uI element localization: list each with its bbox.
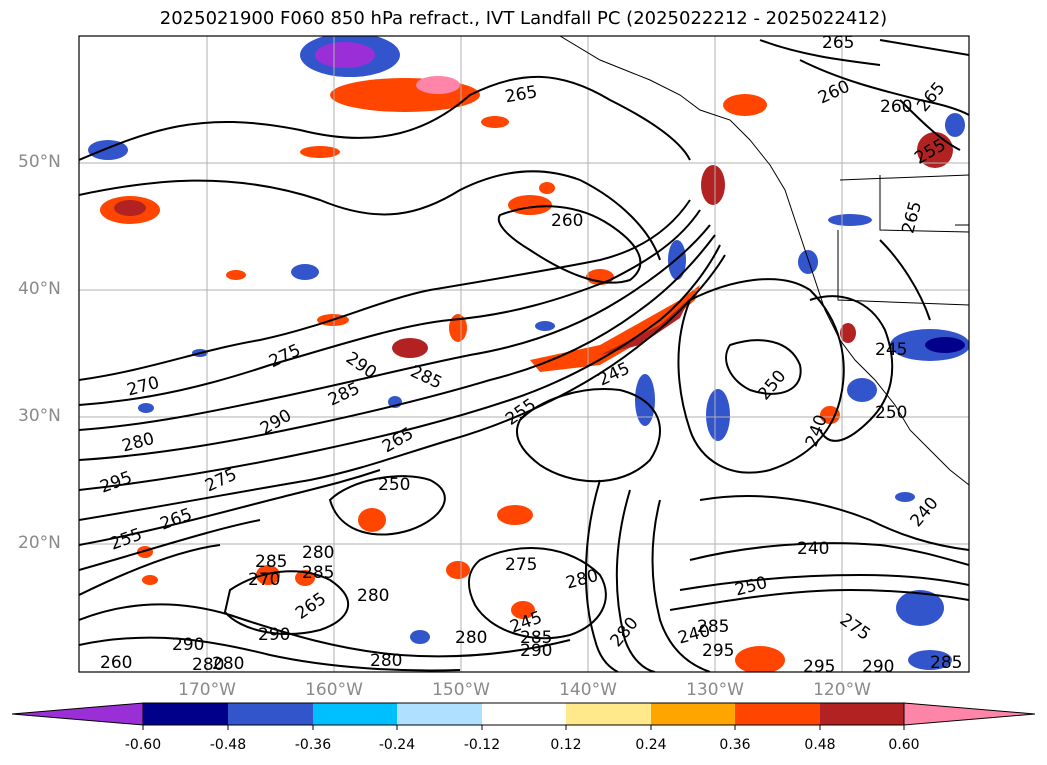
contour-label: 280 — [357, 586, 389, 606]
colorbar — [11, 702, 1036, 730]
contour-label: 285 — [302, 563, 334, 583]
lat-label: 40°N — [18, 279, 61, 299]
colorbar-swatch — [482, 703, 566, 725]
lat-label: 20°N — [18, 533, 61, 553]
map-title: 2025021900 F060 850 hPa refract., IVT La… — [159, 8, 888, 29]
colorbar-swatch — [566, 703, 651, 725]
colorbar-tick-label: -0.24 — [378, 737, 416, 753]
contour-label: 290 — [520, 641, 552, 661]
contour-label: 250 — [875, 403, 907, 423]
colorbar-tick-label: 0.12 — [550, 737, 582, 753]
colorbar-tick-label: -0.48 — [209, 737, 247, 753]
colorbar-tick-label: -0.36 — [294, 737, 332, 753]
contour-label: 260 — [100, 653, 132, 673]
lon-label: 140°W — [559, 680, 617, 700]
colorbar-swatch — [143, 703, 228, 725]
contour-label: 290 — [258, 625, 290, 645]
contour-label: 280 — [455, 628, 487, 648]
contour-label: 265 — [822, 33, 854, 53]
contour-label: 250 — [378, 475, 410, 495]
lon-label: 130°W — [686, 680, 744, 700]
contour-label: 285 — [697, 617, 729, 637]
colorbar-swatch — [735, 703, 820, 725]
coastlines — [559, 36, 969, 486]
contour-label: 285 — [930, 653, 962, 673]
colorbar-extend-high — [903, 702, 1036, 726]
contour-label: 240 — [797, 539, 829, 559]
lon-label: 120°W — [813, 680, 871, 700]
colorbar-tick-label: 0.60 — [888, 737, 920, 753]
colorbar-tick-label: -0.60 — [124, 737, 162, 753]
anomaly-shading — [88, 36, 969, 672]
map-frame — [78, 35, 970, 673]
contour-label: 260 — [880, 97, 912, 117]
colorbar-swatch — [313, 703, 397, 725]
contour-label: 290 — [172, 635, 204, 655]
colorbar-swatch — [228, 703, 313, 725]
contour-label: 245 — [875, 340, 907, 360]
colorbar-tick-label: 0.36 — [719, 737, 751, 753]
colorbar-swatch — [651, 703, 735, 725]
colorbar-tick-label: 0.48 — [804, 737, 836, 753]
lon-label: 170°W — [178, 680, 236, 700]
colorbar-swatch — [397, 703, 482, 725]
contour-label: 280 — [370, 651, 402, 671]
lon-label: 150°W — [432, 680, 490, 700]
colorbar-swatch — [820, 703, 904, 725]
contour-label: 295 — [803, 657, 835, 677]
contour-label: 280 — [302, 543, 334, 563]
lat-label: 50°N — [18, 152, 61, 172]
contour-label: 290 — [862, 657, 894, 677]
refractivity-contours — [79, 39, 969, 672]
colorbar-extend-low — [11, 702, 144, 726]
contour-label: 260 — [551, 211, 583, 231]
contour-label: 275 — [505, 555, 537, 575]
colorbar-tick-label: -0.12 — [463, 737, 501, 753]
contour-label: 285 — [520, 628, 552, 648]
colorbar-tick-label: 0.24 — [635, 737, 667, 753]
contour-label: 280 — [192, 655, 224, 675]
contour-label: 285 — [255, 552, 287, 572]
lat-label: 30°N — [18, 406, 61, 426]
contour-label: 280 — [212, 654, 244, 674]
contour-label: 295 — [702, 641, 734, 661]
contour-label: 270 — [248, 570, 280, 590]
lon-label: 160°W — [305, 680, 363, 700]
